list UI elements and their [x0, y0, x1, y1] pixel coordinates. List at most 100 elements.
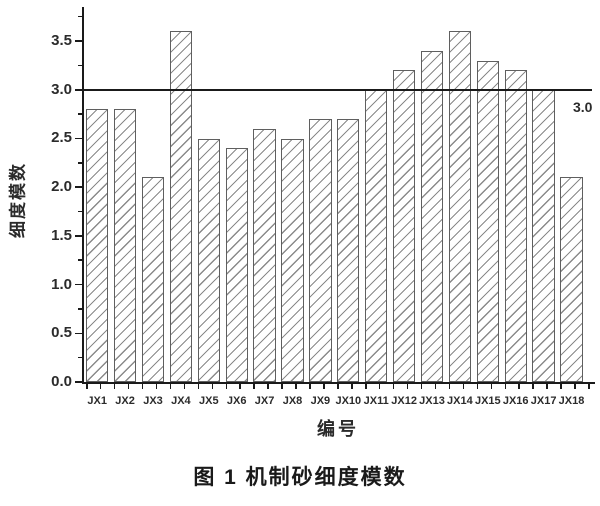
x-tick-label: JX3 — [143, 395, 163, 407]
y-tick-label: 0.5 — [51, 324, 72, 342]
x-axis-tick — [518, 384, 520, 389]
x-axis-tick — [323, 384, 325, 389]
y-major-tick — [75, 186, 82, 188]
x-axis-tick — [309, 384, 311, 389]
x-axis-tick — [225, 384, 227, 389]
y-minor-tick — [78, 308, 82, 310]
x-axis-tick — [295, 384, 297, 389]
x-tick-label: JX4 — [171, 395, 191, 407]
bar-jx8 — [281, 138, 304, 382]
x-axis-tick — [211, 384, 214, 389]
x-axis-tick — [448, 384, 451, 389]
x-axis-tick — [365, 384, 367, 389]
bar-jx2 — [113, 109, 137, 382]
x-axis-tick — [462, 384, 465, 389]
x-axis-tick — [197, 384, 200, 389]
y-minor-tick — [78, 259, 82, 261]
x-tick-label: JX18 — [558, 395, 585, 407]
y-tick-label: 3.5 — [51, 32, 72, 50]
x-tick-label: JX9 — [310, 395, 331, 407]
reference-line-label: 3.0 — [573, 99, 593, 115]
reference-line — [84, 88, 592, 91]
x-axis-tick — [267, 384, 269, 389]
bar-jx6 — [225, 148, 248, 382]
x-axis-tick — [504, 384, 506, 389]
y-major-tick — [75, 381, 82, 383]
x-axis-tick — [183, 384, 186, 389]
y-axis-title: 细度模数 — [8, 162, 28, 238]
bar-jx15 — [476, 60, 499, 382]
x-axis-tick — [239, 384, 241, 389]
x-axis-tick — [169, 384, 172, 389]
y-major-tick — [75, 137, 82, 140]
x-tick-label: JX10 — [335, 395, 362, 407]
x-axis-tick — [99, 384, 102, 389]
x-tick-label: JX8 — [282, 395, 303, 407]
x-tick-label: JX7 — [254, 395, 275, 407]
x-axis-tick — [574, 384, 576, 389]
x-axis-tick — [420, 384, 423, 389]
bar-jx7 — [253, 128, 276, 382]
y-minor-tick — [78, 64, 82, 67]
y-major-tick — [75, 235, 82, 237]
x-axis-tick — [406, 384, 409, 389]
x-tick-label: JX5 — [199, 395, 219, 407]
x-tick-label: JX11 — [363, 395, 389, 407]
x-axis-tick — [86, 384, 88, 389]
x-axis-tick — [141, 384, 144, 389]
x-axis-tick — [155, 384, 158, 389]
x-axis-tick — [378, 384, 381, 389]
x-axis-tick — [392, 384, 395, 389]
y-major-tick — [75, 332, 82, 335]
y-major-tick — [75, 40, 82, 42]
x-axis-tick — [127, 384, 130, 389]
y-tick-label: 2.0 — [51, 178, 72, 196]
bar-jx10 — [337, 119, 360, 382]
x-tick-label: JX2 — [115, 395, 135, 407]
bar-jx18 — [560, 177, 583, 382]
y-major-tick — [75, 89, 82, 91]
x-tick-label: JX6 — [226, 395, 247, 407]
x-tick-label: JX12 — [391, 395, 417, 407]
x-axis-tick — [337, 384, 339, 389]
bar-jx17 — [532, 89, 555, 382]
y-tick-label: 0.0 — [51, 373, 72, 390]
y-tick-label: 3.0 — [51, 80, 72, 98]
plot-area: 0.0 0.5 1.0 1.5 2.0 2.5 3.0 3.5 JX1 JX2 JX3 JX4 JX5… — [51, 7, 595, 407]
bar-jx13 — [420, 50, 444, 382]
y-tick-label: 1.0 — [51, 275, 72, 293]
x-tick-label: JX16 — [502, 395, 529, 407]
y-minor-tick — [78, 356, 82, 359]
y-minor-tick — [78, 15, 82, 18]
x-axis-tick — [434, 384, 437, 389]
x-tick-label: JX17 — [530, 395, 557, 407]
bar-jx16 — [504, 70, 527, 382]
bar-jx12 — [392, 70, 416, 382]
y-major-tick — [75, 283, 82, 286]
x-axis-tick — [532, 384, 534, 389]
bar-jx14 — [448, 31, 472, 382]
y-minor-tick — [78, 113, 82, 115]
x-axis-tick — [490, 384, 493, 389]
bar-jx4 — [169, 31, 193, 382]
x-axis-tick — [253, 384, 255, 389]
figure-caption: 图 1 机制砂细度模数 — [193, 466, 407, 489]
x-axis-tick — [113, 384, 116, 389]
bar-jx9 — [309, 119, 332, 382]
y-minor-tick — [78, 162, 82, 164]
bar-jx11 — [365, 89, 388, 382]
x-axis-tick — [588, 384, 590, 389]
x-axis-title: 编号 — [317, 419, 359, 439]
x-tick-label: JX13 — [419, 395, 445, 407]
x-axis-tick — [546, 384, 548, 389]
bar-jx3 — [141, 177, 165, 382]
x-axis-tick — [281, 384, 283, 389]
bar-jx5 — [197, 138, 220, 382]
y-tick-label: 1.5 — [51, 226, 72, 244]
x-axis-tick — [476, 384, 479, 389]
bar-jx1 — [86, 109, 109, 382]
x-tick-label: JX15 — [474, 395, 501, 407]
y-tick-label: 2.5 — [51, 129, 72, 147]
y-axis-line — [82, 7, 84, 384]
